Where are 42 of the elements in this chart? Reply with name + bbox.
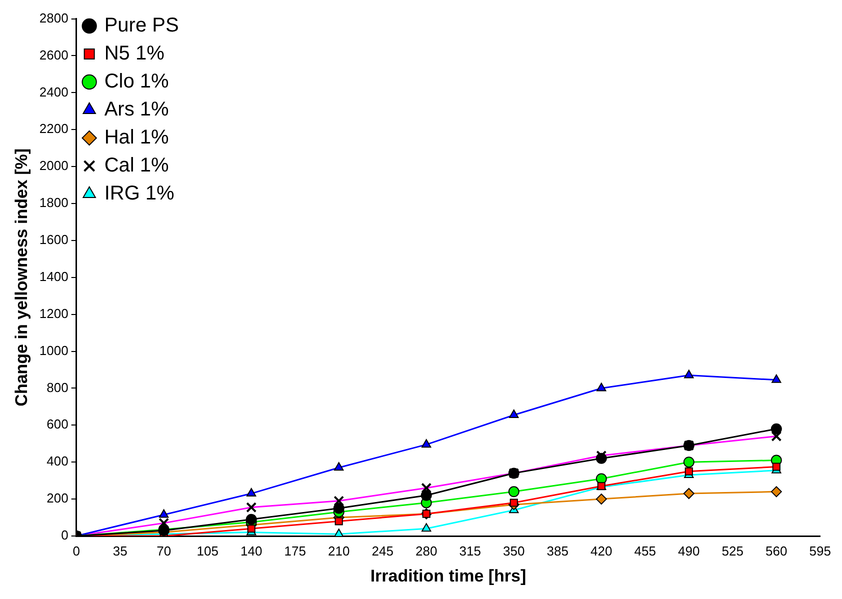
- y-tick-label: 1000: [39, 342, 68, 358]
- y-tick-label: 2800: [39, 10, 68, 26]
- x-tick-label: 140: [240, 543, 262, 558]
- y-tick-label: 2600: [39, 47, 68, 62]
- y-tick-label: 400: [46, 454, 68, 469]
- x-tick-label: 175: [284, 543, 306, 558]
- x-axis-title: Irradition time [hrs]: [370, 566, 526, 586]
- x-tick-label: 315: [459, 543, 481, 558]
- y-tick-label: 0: [61, 528, 68, 543]
- x-tick-label: 105: [196, 543, 218, 558]
- x-tick-label: 525: [722, 543, 744, 558]
- y-tick-label: 1600: [39, 232, 68, 248]
- y-tick-label: 1200: [39, 306, 68, 321]
- legend-label: IRG 1%: [104, 182, 175, 205]
- y-axis-title: Change in yellowness index [%]: [12, 148, 31, 406]
- y-tick-label: 800: [46, 380, 68, 395]
- y-tick-label: 1800: [39, 195, 68, 210]
- y-tick-label: 2000: [39, 158, 68, 174]
- y-tick-label: 200: [46, 490, 68, 506]
- x-tick-label: 420: [590, 543, 612, 558]
- y-tick-label: 2400: [39, 84, 68, 100]
- legend-label: Clo 1%: [104, 70, 170, 93]
- x-tick-label: 35: [112, 543, 128, 558]
- x-tick-label: 385: [546, 543, 568, 558]
- x-tick-label: 0: [72, 543, 80, 558]
- x-tick-label: 455: [634, 543, 656, 558]
- y-tick-label: 1400: [39, 268, 68, 284]
- x-tick-label: 280: [416, 543, 438, 558]
- legend-label: Hal 1%: [104, 126, 170, 149]
- x-tick-label: 490: [678, 543, 700, 558]
- y-tick-label: 2200: [39, 121, 68, 136]
- legend-label: Ars 1%: [104, 98, 169, 121]
- x-tick-label: 595: [809, 543, 832, 558]
- x-tick-label: 350: [503, 543, 525, 558]
- y-tick-label: 600: [46, 416, 68, 432]
- x-tick-label: 245: [372, 543, 394, 558]
- x-tick-label: 70: [156, 543, 172, 558]
- x-tick-label: 560: [766, 543, 788, 558]
- x-tick-label: 210: [328, 543, 350, 558]
- legend-label: Pure PS: [104, 14, 179, 37]
- legend-label: N5 1%: [104, 42, 165, 65]
- legend-label: Cal 1%: [104, 154, 170, 177]
